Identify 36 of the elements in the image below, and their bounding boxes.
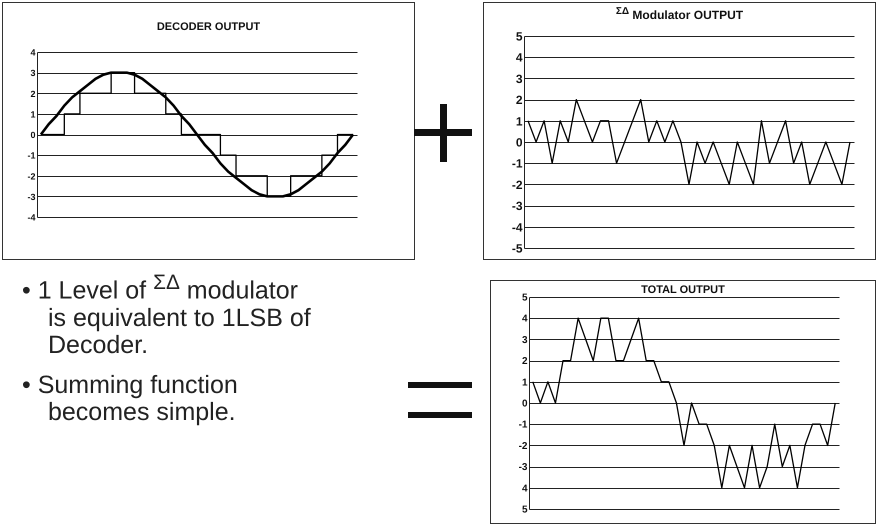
y-tick-label: -2 — [27, 171, 36, 182]
y-tick-label: -1 — [518, 420, 528, 431]
y-tick-label: 5 — [516, 30, 523, 44]
y-tick-label: -5 — [512, 242, 523, 256]
y-tick-label: 0 — [516, 136, 523, 150]
text: • 1 Level of $^{ΣΔ}$ modulator is equivalent to 1LSB of Decoder. — [22, 271, 312, 360]
y-tick-label: 1 — [522, 377, 528, 388]
y-tick-label: 3 — [516, 72, 523, 86]
y-tick-label: -1 — [512, 156, 523, 171]
y-tick-label: 5 — [522, 504, 528, 516]
y-tick-label: 5 — [522, 292, 528, 304]
y-tick-label: -4 — [27, 212, 36, 222]
chart-title: TOTAL OUTPUT — [641, 284, 725, 296]
y-tick-label: -4 — [512, 220, 523, 234]
y-tick-label: -3 — [518, 462, 528, 474]
y-tick-label: -2 — [518, 440, 528, 452]
y-tick-label: 4 — [522, 483, 528, 494]
y-tick-label: 2 — [30, 88, 36, 99]
y-tick-label: 1 — [516, 114, 523, 128]
y-tick-label: 4 — [516, 50, 523, 65]
y-tick-label: 3 — [522, 334, 528, 346]
y-tick-label: 4 — [30, 48, 36, 58]
y-tick-label: 0 — [30, 130, 36, 140]
y-tick-label: -3 — [512, 199, 523, 214]
y-tick-label: -2 — [512, 178, 523, 192]
y-tick-label: 4 — [522, 314, 528, 325]
y-tick-label: 2 — [516, 93, 523, 108]
y-tick-label: -3 — [27, 192, 36, 202]
y-tick-label: 3 — [30, 68, 36, 78]
y-tick-label: 2 — [522, 356, 528, 368]
y-tick-label: 1 — [30, 109, 36, 120]
text: • Summing function becomes simple. — [22, 370, 239, 427]
chart-title: DECODER OUTPUT — [156, 21, 262, 33]
y-tick-label: -1 — [27, 150, 36, 161]
chart-title: $^{ΣΔ}$ Modulator OUTPUT — [614, 6, 744, 22]
y-tick-label: 0 — [522, 398, 528, 410]
